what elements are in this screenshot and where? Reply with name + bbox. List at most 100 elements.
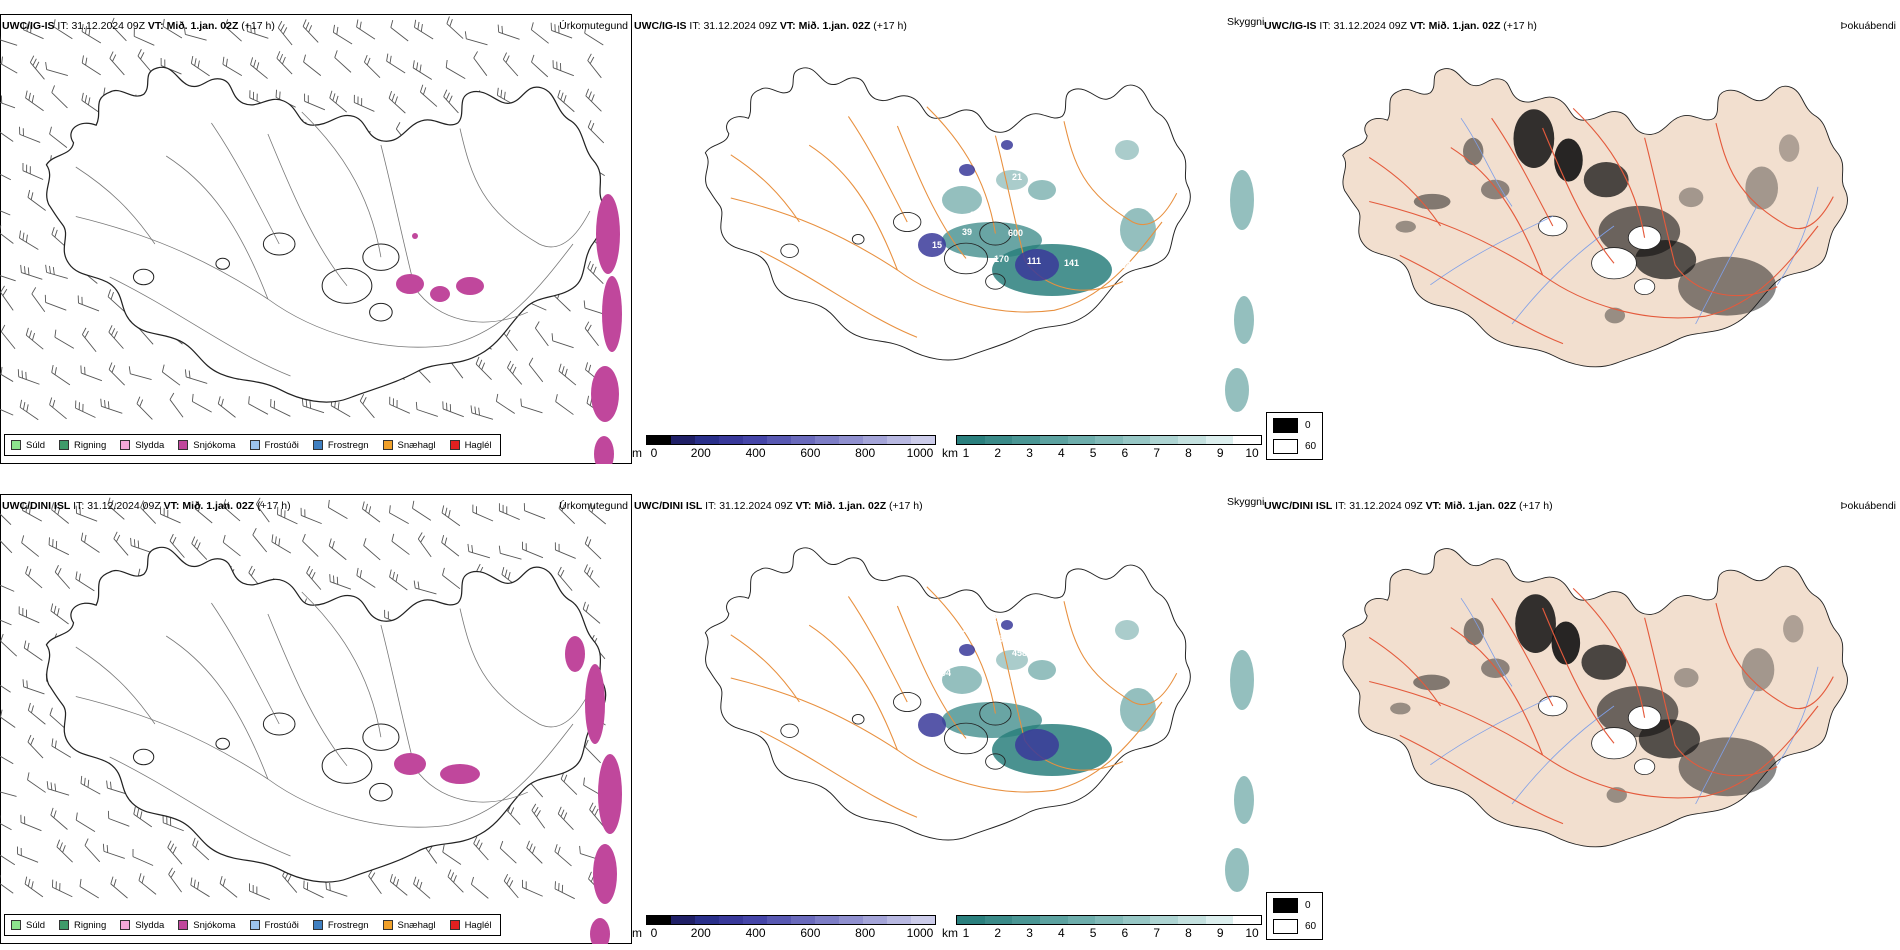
road-line	[1399, 254, 1564, 345]
glacier-outline	[893, 691, 922, 713]
precip-legend-item: Snæhagl	[382, 920, 436, 931]
wind-barb	[391, 533, 410, 555]
cloud-base-label: 141	[1064, 258, 1079, 268]
header-vt-label: VT:	[1425, 500, 1442, 512]
colorbar-segment	[647, 916, 671, 924]
fog-index-area	[1551, 621, 1581, 665]
glacier-outline	[215, 737, 230, 750]
precip-legend-swatch	[178, 440, 189, 450]
wind-barb	[0, 790, 17, 797]
wind-barb	[31, 287, 46, 312]
fog-index-panel: UWC/IG-IS IT: 31.12.2024 09Z VT: Mið. 1.…	[1262, 0, 1900, 470]
wind-barb	[224, 19, 242, 42]
colorbar-tick-label: 600	[800, 446, 821, 460]
fog-index-area	[1638, 719, 1700, 759]
wind-barb	[54, 565, 71, 589]
wind-barb	[472, 504, 494, 522]
iceland-coastline	[704, 67, 1191, 361]
snowfall-area	[440, 764, 480, 784]
road-line	[165, 635, 269, 780]
wind-barb	[412, 60, 433, 80]
wind-barb	[413, 876, 431, 899]
wind-barb	[84, 838, 101, 863]
precip-legend-label: Haglél	[464, 919, 492, 931]
wind-barb	[75, 505, 98, 522]
wind-barb	[523, 503, 546, 520]
colorbar-tick-label: 400	[745, 446, 766, 460]
wind-barb	[332, 24, 353, 45]
wind-barb	[334, 50, 352, 73]
road-line	[1572, 588, 1646, 718]
wind-barb	[386, 53, 406, 74]
wind-barb	[46, 781, 70, 796]
colorbar-segment	[1039, 436, 1068, 444]
wind-barb	[0, 633, 18, 657]
wind-barb	[520, 398, 543, 414]
colorbar-tick-label: 7	[1153, 926, 1160, 940]
wind-barb	[359, 393, 375, 419]
fog-index-area	[1515, 594, 1556, 654]
fog-legend-item: 60	[1273, 439, 1316, 454]
header-it-label: IT:	[73, 500, 85, 512]
wind-barb	[222, 56, 243, 76]
colorbar-tick-label: 1000	[906, 926, 934, 940]
cloud-base-label: 106	[1024, 690, 1039, 700]
cloud-base-label: 383	[1092, 140, 1107, 150]
panel-header: UWC/DINI ISL IT: 31.12.2024 09Z VT: Mið.…	[634, 500, 923, 512]
wind-barb	[301, 398, 325, 414]
snowfall-area	[590, 918, 610, 944]
colorbar-tick-label: 5	[1089, 926, 1097, 940]
glacier-outline	[321, 747, 373, 784]
header-model: UWC/DINI ISL	[634, 500, 703, 512]
cloud-base-label: 600	[1008, 228, 1023, 238]
colorbar-tick-label: 200	[690, 926, 711, 940]
snowfall-area	[565, 636, 585, 672]
colorbar-tick-label: 3	[1026, 446, 1033, 460]
snowfall-areas	[396, 194, 622, 464]
wind-barb	[584, 321, 599, 347]
wind-barb	[18, 606, 40, 624]
low-visibility-area	[942, 666, 982, 694]
wind-barb	[133, 806, 153, 828]
wind-barb	[0, 285, 14, 311]
wind-barb	[75, 400, 96, 418]
wind-barb	[497, 24, 520, 40]
wind-barb	[389, 569, 408, 591]
header-it-label: IT:	[57, 20, 69, 32]
wind-barb	[363, 54, 381, 79]
glacier-area	[1633, 758, 1656, 775]
colorbar-segment	[815, 436, 839, 444]
colorbar-segment	[839, 916, 863, 924]
road-line	[808, 624, 898, 751]
precip-type-map	[0, 16, 622, 464]
glacier-outline	[262, 712, 296, 736]
colorbar-segment	[887, 916, 911, 924]
header-lead: (+17 h)	[889, 500, 923, 512]
colorbar-segment	[815, 916, 839, 924]
header-vt-value: Mið. 1.jan. 02Z	[798, 20, 871, 32]
wind-barb	[388, 90, 406, 114]
precip-legend-item: Súld	[11, 920, 45, 931]
fog-legend-swatch	[1273, 898, 1298, 913]
wind-barb	[19, 126, 41, 143]
wind-barb	[470, 876, 489, 899]
colorbar-segment	[671, 436, 695, 444]
header-vt-label: VT:	[1409, 20, 1426, 32]
road-line	[808, 144, 898, 271]
road-line	[847, 596, 908, 703]
wind-barb	[250, 57, 268, 79]
precip-legend-label: Slydda	[135, 919, 165, 931]
river-line	[1695, 206, 1758, 325]
wind-barb	[389, 396, 410, 414]
fog-index-area	[1463, 137, 1484, 166]
precip-legend-item: Slydda	[120, 920, 164, 931]
road-line	[1368, 636, 1442, 707]
river-line	[1430, 695, 1553, 766]
wind-barb	[246, 23, 269, 39]
cloud-base-label: 152	[1106, 696, 1121, 706]
fog-index-legend: 0 60	[1266, 892, 1323, 940]
precip-legend-label: Súld	[26, 919, 46, 931]
road-line	[109, 756, 291, 857]
glacier-outlines	[780, 211, 1012, 290]
road-line	[1369, 200, 1819, 319]
